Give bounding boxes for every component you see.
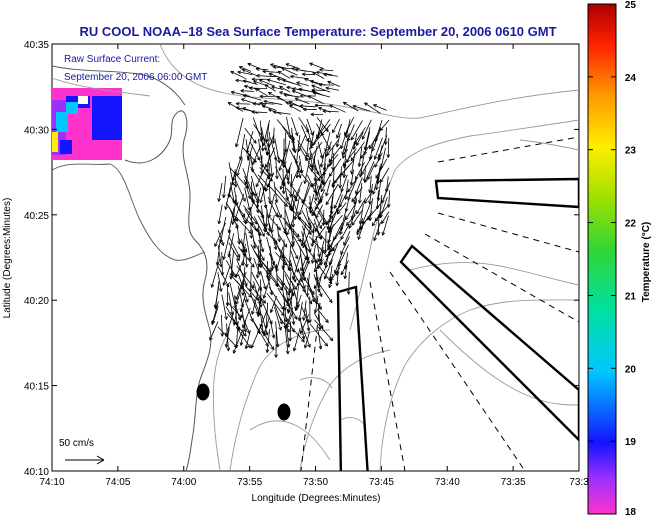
map-title: RU COOL NOAA–18 Sea Surface Temperature:… [79,24,556,39]
colorbar-label: Temperature (°C) [641,222,651,303]
y-tick-label: 40:10 [24,467,49,478]
x-tick-label: 73:55 [237,477,262,488]
x-tick-label: 73:40 [435,477,460,488]
buoy-marker [278,404,291,421]
buoy-marker [197,384,210,401]
x-tick-label: 73:45 [369,477,394,488]
x-tick-label: 74:10 [39,477,64,488]
colorbar-tick-label: 20 [625,364,637,375]
x-tick-label: 74:00 [171,477,196,488]
colorbar-tick-label: 25 [625,0,637,11]
x-tick-label: 74:05 [105,477,130,488]
y-tick-label: 40:15 [24,382,49,393]
x-tick-label: 73:50 [303,477,328,488]
colorbar-tick-label: 19 [625,437,637,448]
colorbar-tick-label: 24 [625,73,637,84]
overlay-line-1: Raw Surface Current: [64,54,160,65]
colorbar-tick-label: 23 [625,146,637,157]
colorbar-tick-label: 18 [625,507,637,518]
y-tick-label: 40:25 [24,211,49,222]
x-tick-label: 73:3 [569,477,589,488]
scale-label: 50 cm/s [59,438,94,449]
x-axis-label: Longitude (Degrees:Minutes) [252,493,381,504]
colorbar [588,4,616,514]
y-tick-label: 40:20 [24,296,49,307]
colorbar-tick-label: 22 [625,219,637,230]
y-axis-label: Latitude (Degrees:Minutes) [2,198,13,319]
x-tick-label: 73:35 [501,477,526,488]
overlay-line-2: September 20, 2006 06:00 GMT [64,72,207,83]
colorbar-tick-label: 21 [625,291,637,302]
y-tick-label: 40:35 [24,40,49,51]
sst-patch [52,88,122,160]
plot-frame [52,44,579,471]
y-tick-label: 40:30 [24,125,49,136]
